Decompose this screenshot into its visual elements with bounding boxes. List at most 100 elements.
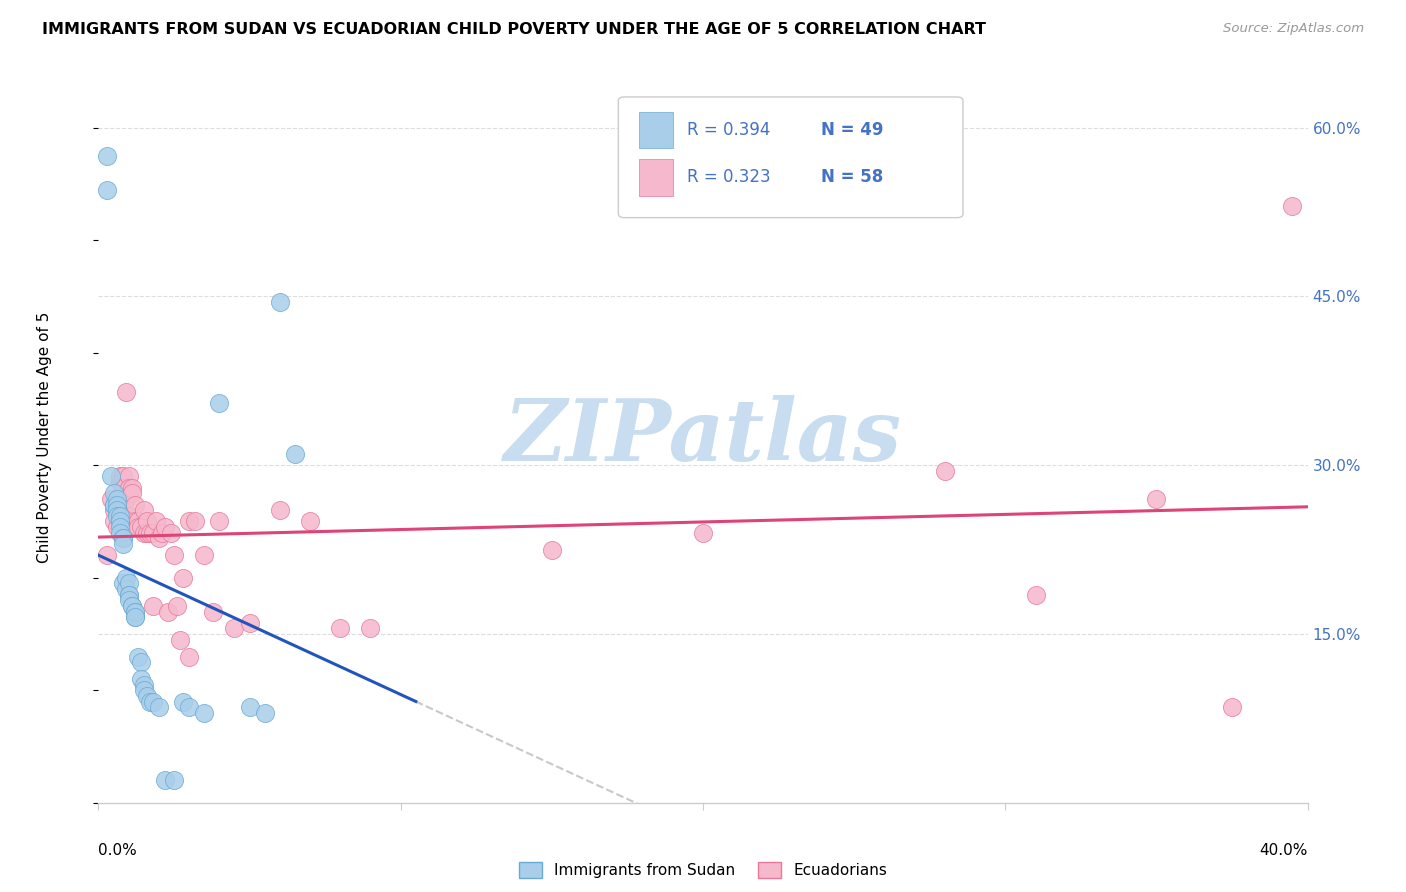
Point [96,548,118,562]
Point [129,520,152,534]
Text: Source: ZipAtlas.com: Source: ZipAtlas.com [1223,22,1364,36]
Point [253,706,276,720]
Point [124,498,146,512]
Point [179,649,201,664]
Point [129,672,152,686]
Point [135,525,157,540]
Point [108,525,131,540]
Point [118,469,141,483]
Point [111,576,134,591]
Point [118,593,141,607]
Point [269,503,291,517]
Point [127,515,149,529]
Point [166,599,188,613]
Point [103,498,125,512]
Point [114,582,136,596]
Text: ZIPatlas: ZIPatlas [503,395,903,479]
Point [108,469,131,483]
Point [124,610,146,624]
Point [169,632,191,647]
Text: 40.0%: 40.0% [1260,843,1308,858]
Point [193,548,215,562]
Point [108,508,131,523]
Point [103,486,125,500]
Point [114,571,136,585]
Legend: Immigrants from Sudan, Ecuadorians: Immigrants from Sudan, Ecuadorians [513,855,893,884]
Text: IMMIGRANTS FROM SUDAN VS ECUADORIAN CHILD POVERTY UNDER THE AGE OF 5 CORRELATION: IMMIGRANTS FROM SUDAN VS ECUADORIAN CHIL… [42,22,986,37]
Point [692,525,714,540]
Point [127,649,149,664]
Point [111,469,134,483]
Point [299,515,322,529]
Point [148,532,170,546]
Point [132,525,155,540]
Point [239,615,262,630]
Point [100,491,122,506]
Point [1024,588,1046,602]
Point [153,520,176,534]
Point [96,149,118,163]
Point [108,515,131,529]
Point [103,498,125,512]
Point [118,576,141,591]
Point [108,515,131,529]
Point [540,542,562,557]
Point [105,491,128,506]
Point [105,498,128,512]
Point [934,464,956,478]
Point [360,621,382,635]
FancyBboxPatch shape [638,159,673,195]
Point [208,515,231,529]
Point [184,515,207,529]
Point [132,678,155,692]
Text: N = 58: N = 58 [821,169,884,186]
Point [111,481,134,495]
Point [121,486,143,500]
Point [124,605,146,619]
Point [139,694,162,708]
Point [124,610,146,624]
Point [156,605,179,619]
Point [132,683,155,698]
Point [105,503,128,517]
Point [150,525,173,540]
Text: 0.0%: 0.0% [98,843,138,858]
Point [269,295,291,310]
Point [1144,491,1167,506]
Point [111,532,134,546]
Point [148,700,170,714]
Point [96,182,118,196]
Point [127,520,149,534]
Point [121,599,143,613]
Point [193,706,215,720]
Point [160,525,183,540]
Point [208,396,231,410]
Point [114,385,136,400]
Point [100,469,122,483]
Point [1220,700,1243,714]
Point [142,694,165,708]
Point [179,700,201,714]
FancyBboxPatch shape [638,112,673,148]
Point [172,571,194,585]
Point [179,515,201,529]
Point [108,475,131,489]
Point [142,599,165,613]
Point [118,481,141,495]
Point [124,515,146,529]
Point [139,525,162,540]
Point [103,503,125,517]
Point [172,694,194,708]
Point [135,515,157,529]
Point [239,700,262,714]
Point [142,525,165,540]
Point [1281,199,1303,213]
Point [202,605,225,619]
Point [114,491,136,506]
Point [121,599,143,613]
FancyBboxPatch shape [619,97,963,218]
Point [284,447,307,461]
Point [135,689,157,703]
Point [129,655,152,669]
Point [111,537,134,551]
